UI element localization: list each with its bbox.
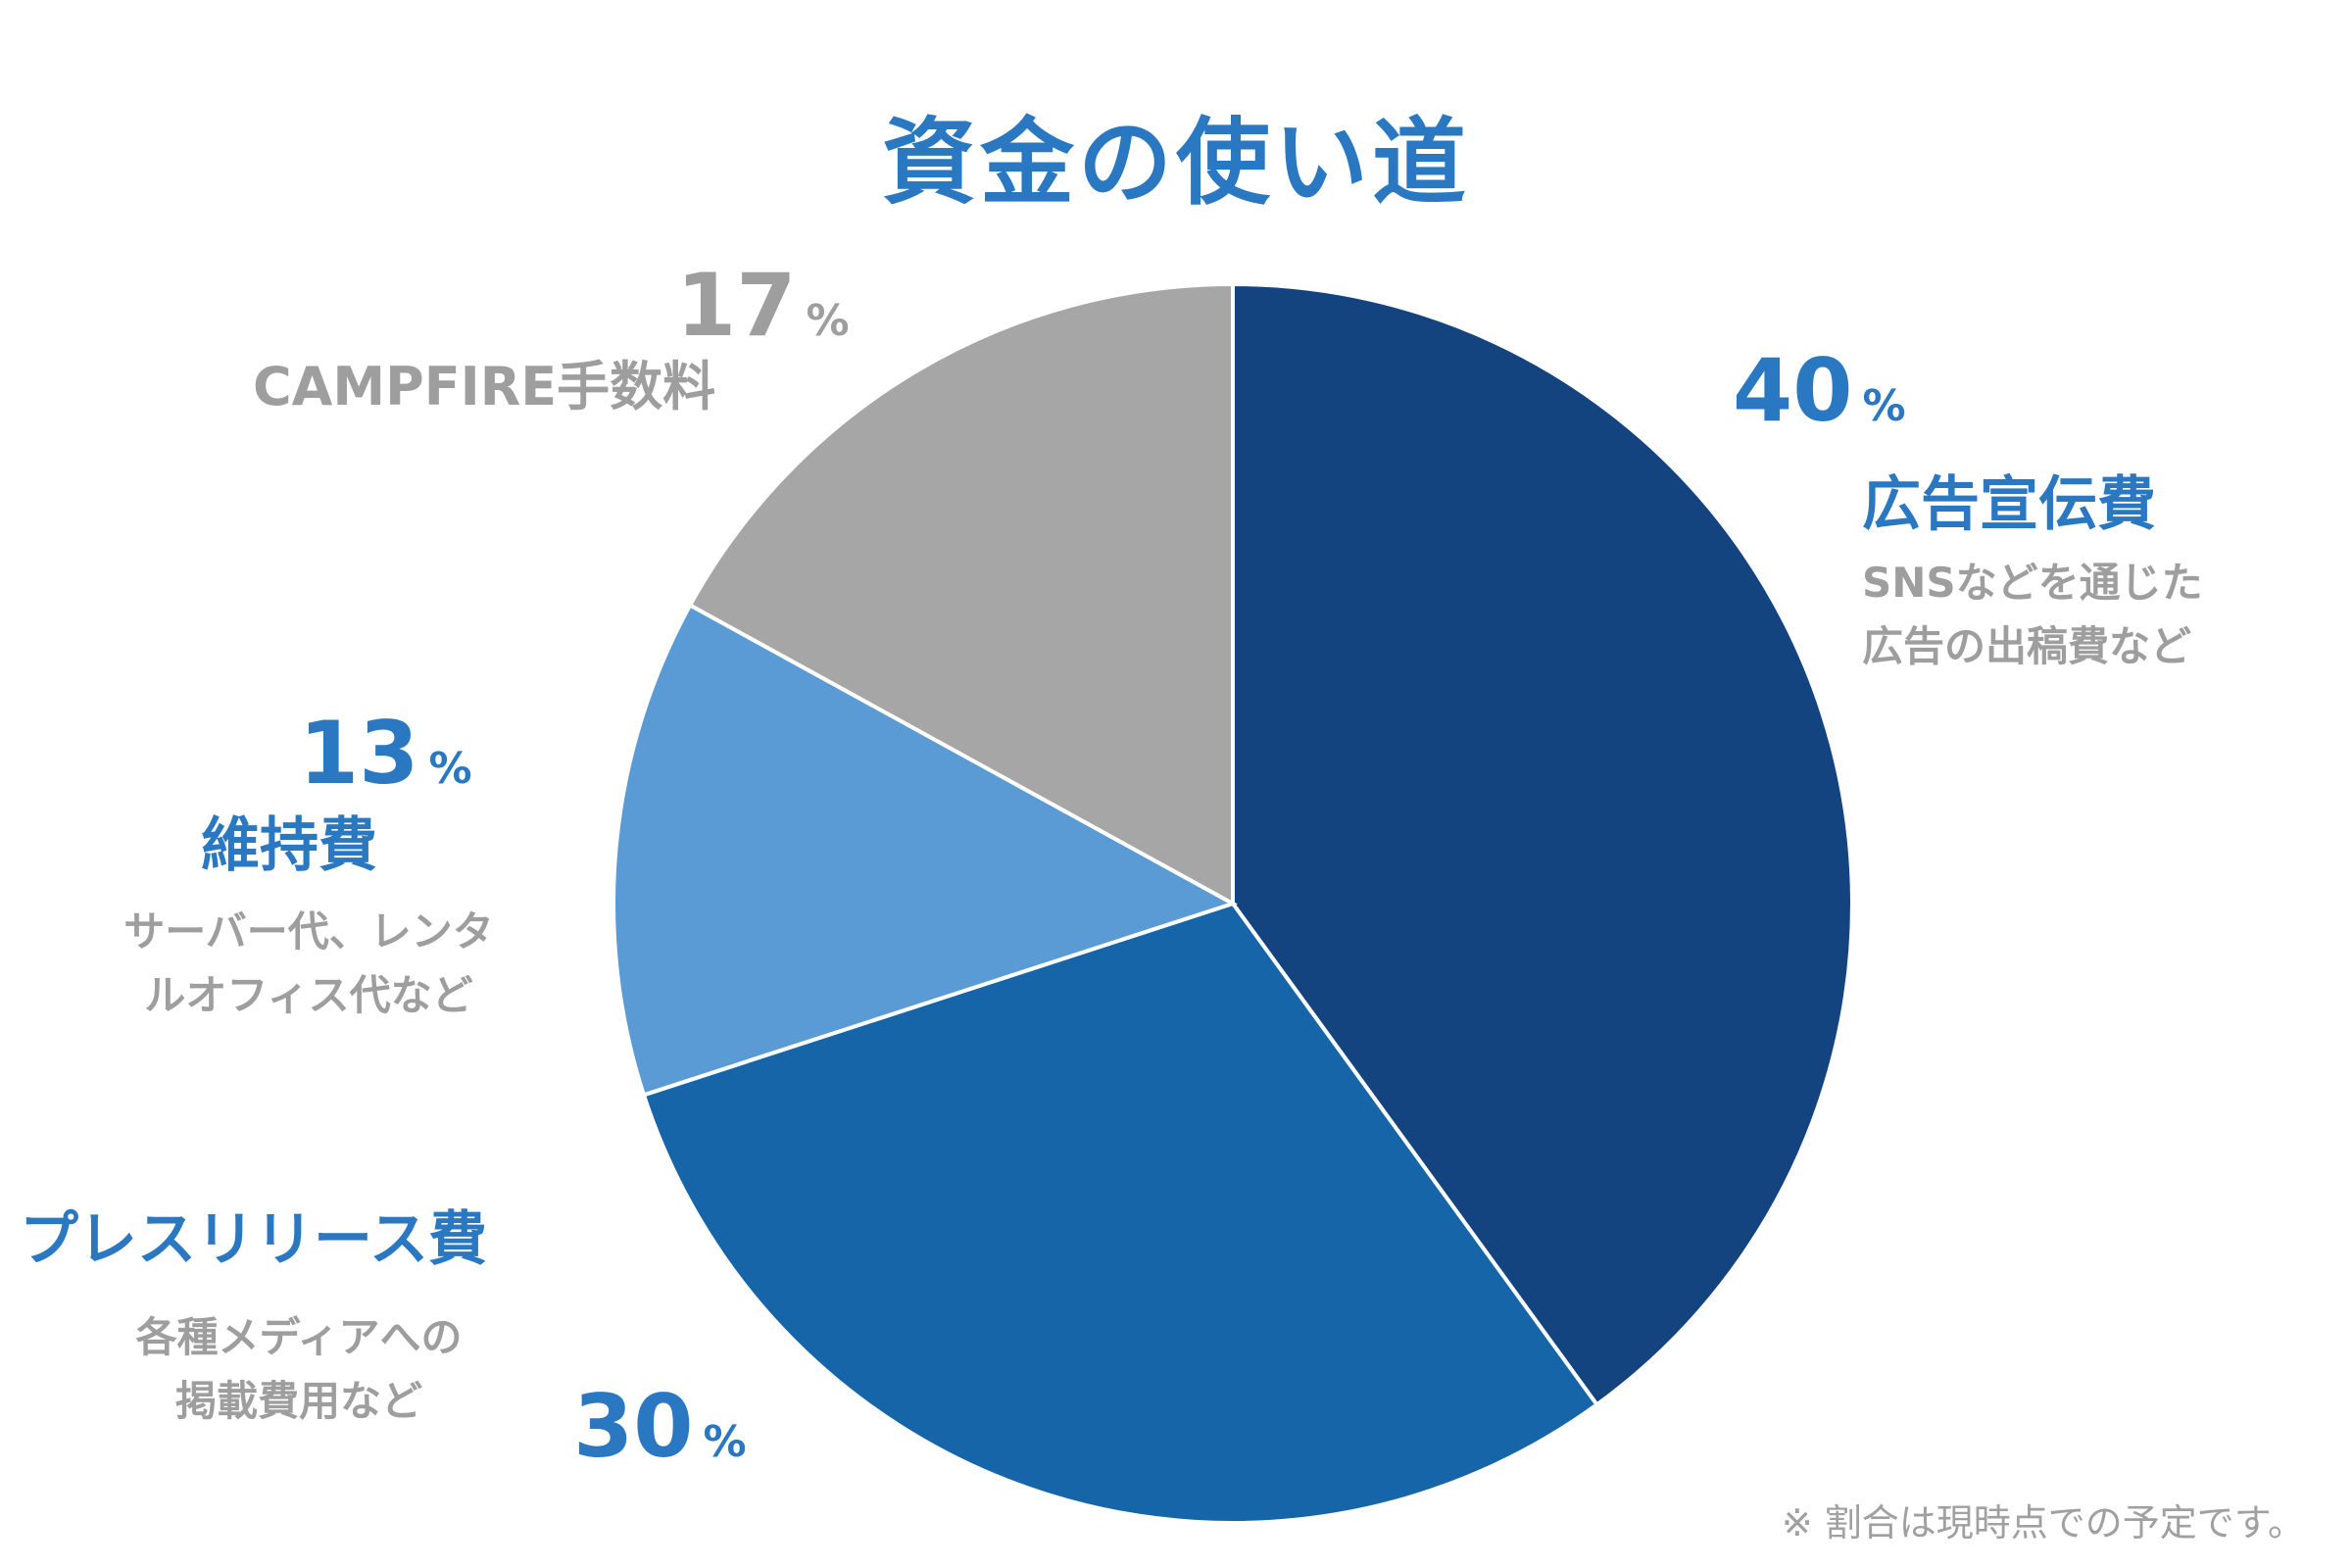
label-press: 30% (573, 1384, 747, 1470)
pie-slice-advertising (1231, 281, 1854, 1408)
category-fee: CAMPFIRE手数料 (253, 356, 716, 417)
chart-title: 資金の使い道 (882, 108, 1470, 218)
pie-slice-maintenance (612, 602, 1239, 1098)
category-advertising-block: 広告宣伝費 SNSなどを通じた 広告の出稿費など (1862, 472, 2203, 678)
category-advertising: 広告宣伝費 (1862, 470, 2156, 539)
pie-slice-fee (687, 281, 1235, 907)
percent-fee: 17% (676, 255, 850, 356)
label-maintenance: 13% (299, 710, 472, 797)
category-maintenance-block: 維持費 (201, 813, 377, 878)
label-advertising: 40% (1733, 348, 1906, 434)
description-press: 各種メディアへの 掲載費用など (135, 1313, 463, 1426)
description-maintenance: サーバー代、レンタ ルオフィス代など (123, 907, 494, 1020)
percent-advertising: 40% (1733, 340, 1906, 441)
percent-press: 30% (573, 1376, 747, 1477)
percent-maintenance: 13% (299, 703, 472, 804)
description-press-block: 各種メディアへの 掲載費用など (108, 1305, 490, 1433)
category-press-block: プレスリリース費 (20, 1207, 487, 1272)
footnote: ※ 割合は現時点での予定です。 (1781, 1501, 2305, 1544)
category-press: プレスリリース費 (20, 1205, 487, 1274)
category-fee-block: CAMPFIRE手数料 (253, 358, 715, 416)
category-maintenance: 維持費 (201, 811, 377, 880)
pie-slice-press (641, 901, 1600, 1526)
description-advertising: SNSなどを通じた 広告の出稿費など (1862, 559, 2203, 671)
label-fee: 17% (676, 263, 850, 349)
description-maintenance-block: サーバー代、レンタ ルオフィス代など (88, 900, 529, 1027)
